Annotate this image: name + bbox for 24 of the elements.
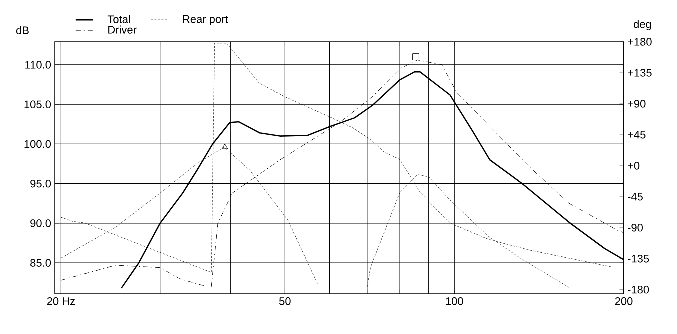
y-tick-label: 110.0 [26, 61, 52, 69]
legend-label: Driver [108, 26, 137, 34]
y2-tick-label: +45 [628, 131, 646, 139]
legend-label: Total [108, 15, 130, 24]
y2-tick-label: +0 [628, 162, 640, 170]
x-tick-label: 50 [280, 298, 291, 306]
y2-tick-label: -180 [628, 286, 650, 294]
y-axis-title: dB [16, 26, 29, 34]
y2-tick-label: +90 [628, 100, 646, 108]
y-tick-label: 90.0 [30, 220, 52, 228]
y-tick-label: 100.0 [24, 140, 52, 148]
y2-tick-label: -90 [628, 224, 643, 232]
y2-tick-label: -135 [628, 254, 650, 263]
y2-tick-label: +180 [628, 38, 652, 46]
x-tick-label: 100 [446, 298, 464, 306]
y-tick-label: 105.0 [24, 100, 52, 108]
y2-axis-title: deg [634, 20, 652, 30]
x-tick-label: 20 Hz [47, 298, 76, 306]
x-tick-label: 200 [615, 298, 633, 306]
y-tick-label: 95.0 [30, 180, 52, 188]
y2-tick-label: +135 [628, 69, 652, 77]
y2-tick-label: -45 [628, 193, 643, 201]
y-tick-label: 85.0 [30, 259, 52, 267]
legend-label: Rear port [183, 16, 228, 26]
